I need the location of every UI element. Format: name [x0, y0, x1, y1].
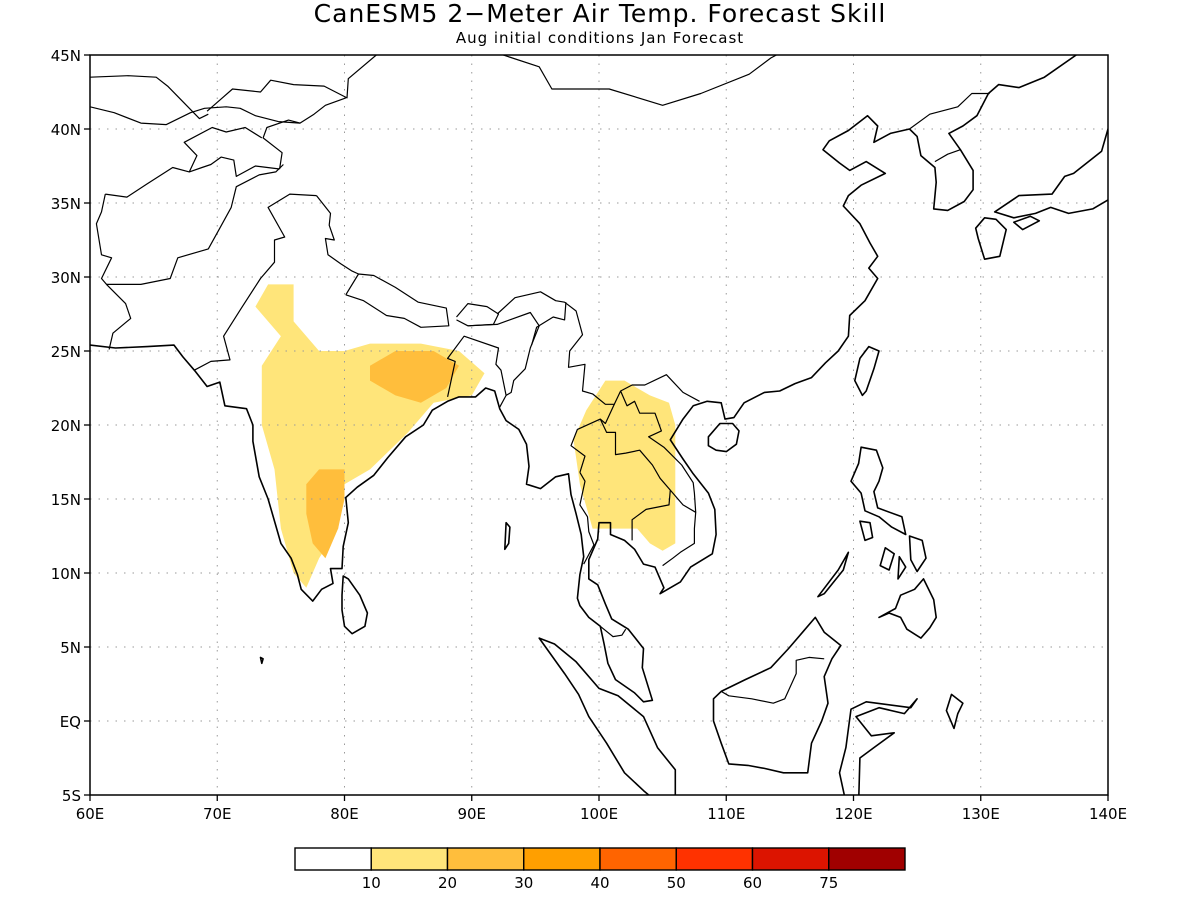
colorbar-label: 75 [819, 874, 838, 892]
country-border [599, 418, 671, 541]
lon-tick-label: 140E [1089, 805, 1127, 823]
lat-tick-label: 10N [51, 565, 81, 583]
coastline-island [712, 616, 842, 774]
lat-tick-label: 40N [51, 121, 81, 139]
lon-tick-label: 110E [707, 805, 745, 823]
lat-tick-label: EQ [60, 713, 81, 731]
country-border [183, 126, 263, 173]
country-border [90, 75, 209, 120]
skill-region-india-north [370, 351, 459, 403]
colorbar-label: 30 [514, 874, 533, 892]
country-border [447, 335, 507, 408]
coastline-island [341, 575, 369, 635]
colorbar-swatch [751, 847, 830, 871]
coastline-island [1013, 215, 1041, 231]
country-border [95, 193, 132, 350]
lon-tick-label: 60E [76, 805, 105, 823]
country-border [262, 97, 347, 170]
colorbar-swatch [675, 847, 754, 871]
coastline-island [538, 637, 677, 795]
country-border [570, 404, 615, 473]
country-border [531, 302, 567, 346]
colorbar-label: 20 [438, 874, 457, 892]
coastline-island [817, 551, 850, 598]
coastline-island [859, 520, 874, 542]
lon-tick-label: 80E [330, 805, 359, 823]
skill-region-india-south [306, 469, 345, 559]
country-border [316, 195, 359, 275]
coastlines [90, 55, 1108, 795]
country-border [501, 55, 778, 106]
coastline-island [707, 422, 740, 453]
country-border [456, 303, 500, 327]
colorbar: 10 20 30 40 50 60 75 [294, 847, 906, 892]
country-border [106, 164, 284, 285]
lat-tick-label: 20N [51, 417, 81, 435]
coastline-island [854, 345, 880, 397]
coastline-island [259, 656, 264, 665]
coastline-island [974, 217, 1007, 260]
lon-tick-label: 90E [457, 805, 486, 823]
country-border [194, 193, 317, 371]
country-border [345, 273, 450, 328]
country-border [105, 156, 280, 198]
lon-tick-label: 120E [834, 805, 872, 823]
country-border [90, 106, 301, 126]
skill-region-india [255, 284, 485, 588]
country-border [620, 390, 697, 513]
coastline-mainland [90, 114, 910, 703]
colorbar-swatch [828, 847, 906, 871]
lat-tick-label: 45N [51, 47, 81, 65]
coastline-island [878, 578, 937, 639]
coastline-island [504, 521, 511, 551]
skill-fill-layer [255, 284, 676, 588]
colorbar-label: 40 [590, 874, 609, 892]
coastline-island [993, 128, 1108, 219]
colorbar-swatch [599, 847, 677, 871]
country-border [579, 472, 595, 565]
country-border [909, 92, 990, 130]
lon-tick-label: 70E [203, 805, 232, 823]
colorbar-swatch [446, 847, 525, 871]
coastline-island [897, 555, 907, 580]
lat-tick-label: 30N [51, 269, 81, 287]
colorbar-swatch [370, 847, 449, 871]
lat-tick-label: 25N [51, 343, 81, 361]
country-border [496, 291, 700, 405]
colorbar-label: 60 [743, 874, 762, 892]
lat-tick-label: 5S [62, 787, 81, 805]
lon-tick-label: 100E [580, 805, 618, 823]
country-border [206, 55, 377, 112]
colorbar-label: 10 [362, 874, 381, 892]
lat-tick-label: 35N [51, 195, 81, 213]
coastline-island [908, 535, 927, 573]
colorbar-swatch [294, 847, 372, 871]
coastline-island [879, 547, 895, 571]
map-title: CanESM5 2−Meter Air Temp. Forecast Skill [313, 0, 887, 28]
country-border [934, 149, 961, 163]
lon-tick-label: 130E [962, 805, 1000, 823]
country-border [720, 656, 825, 704]
map-subtitle: Aug initial conditions Jan Forecast [455, 29, 745, 47]
lat-tick-label: 15N [51, 491, 81, 509]
colorbar-swatch [523, 847, 601, 871]
country-border [599, 625, 627, 638]
coastline-mainland [908, 55, 1077, 212]
coastline-island [850, 446, 907, 536]
coastline-island [945, 693, 964, 730]
coastline-island [838, 698, 918, 795]
country-border [662, 489, 697, 567]
colorbar-label: 50 [667, 874, 686, 892]
country-border [467, 311, 540, 396]
lat-tick-label: 5N [60, 639, 81, 657]
